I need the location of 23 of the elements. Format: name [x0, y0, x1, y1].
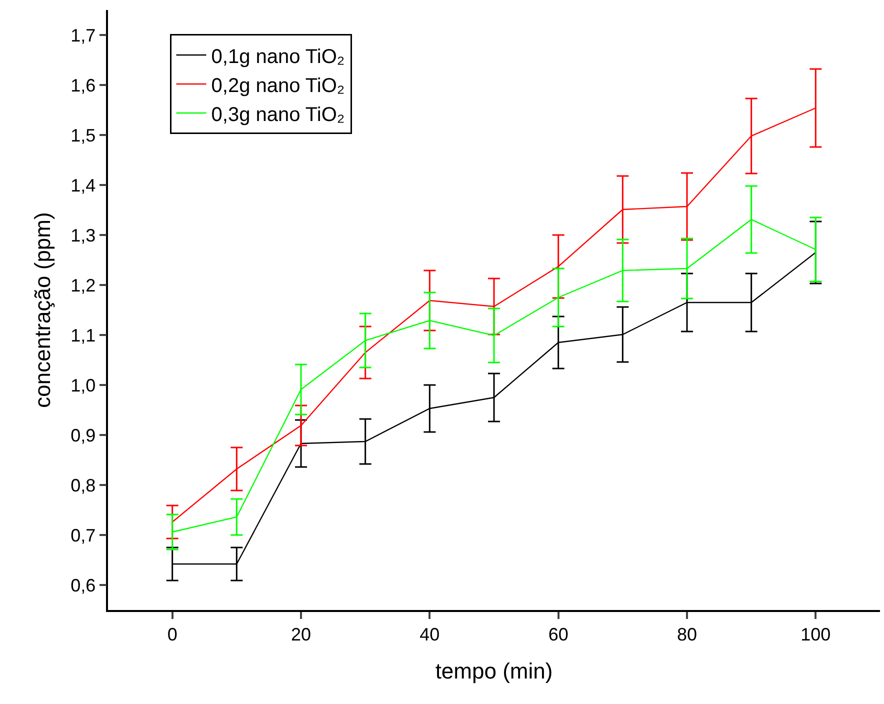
x-tick-label: 80 — [676, 624, 698, 644]
x-tick-label: 60 — [548, 624, 568, 644]
x-axis-title: tempo (min) — [435, 658, 553, 684]
x-tick-label: 100 — [800, 624, 831, 644]
legend-label: 0,3g nano TiO₂ — [211, 104, 345, 126]
y-tick-label: 1,5 — [70, 125, 96, 146]
y-tick-label: 1,7 — [70, 25, 96, 46]
y-tick-label: 1,0 — [70, 375, 96, 396]
y-tick-label: 0,7 — [70, 525, 96, 546]
x-tick-label: 0 — [167, 624, 178, 644]
y-axis-title: concentração (ppm) — [30, 212, 55, 408]
y-tick-label: 1,6 — [70, 75, 96, 96]
y-tick-label: 1,3 — [70, 225, 96, 246]
legend-label: 0,1g nano TiO₂ — [211, 46, 345, 68]
legend-label: 0,2g nano TiO₂ — [211, 74, 345, 97]
y-tick-label: 1,4 — [70, 175, 96, 196]
y-tick-label: 0,6 — [70, 575, 96, 596]
x-tick-label: 20 — [290, 624, 312, 644]
y-tick-label: 1,2 — [70, 275, 96, 296]
y-tick-label: 0,9 — [70, 425, 96, 446]
x-tick-label: 40 — [420, 624, 440, 644]
y-tick-label: 0,8 — [70, 475, 96, 496]
y-tick-label: 1,1 — [70, 325, 96, 346]
